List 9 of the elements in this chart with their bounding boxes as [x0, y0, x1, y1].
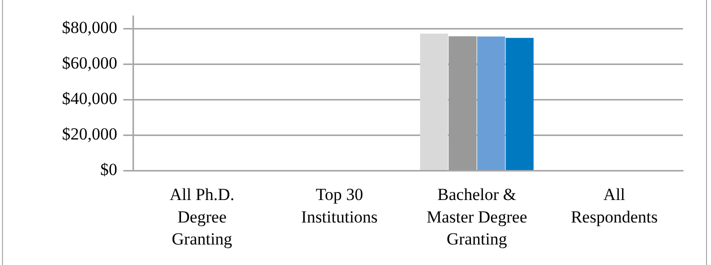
y-tick-label: $80,000 [62, 18, 118, 38]
x-tick-label: All Respondents [570, 185, 658, 226]
x-tick-label: All Ph.D. Degree Granting [170, 185, 234, 248]
y-tick-label: $0 [100, 160, 118, 180]
x-tick-label: Bachelor & Master Degree Granting [426, 185, 528, 248]
y-tick-label: $20,000 [62, 124, 118, 144]
x-tick-label: Top 30 Institutions [301, 185, 378, 226]
y-tick-label: $60,000 [62, 54, 118, 73]
y-tick-label: $40,000 [62, 89, 118, 108]
